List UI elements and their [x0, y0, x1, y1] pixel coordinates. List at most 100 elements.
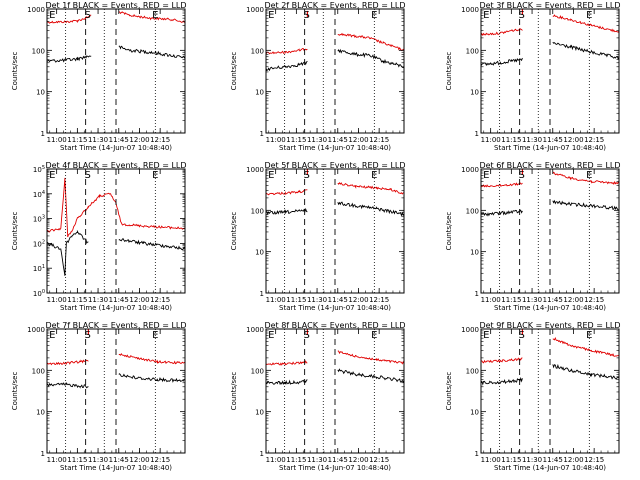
panel-title: Det 9f BLACK = Events, RED = LLD — [479, 321, 620, 330]
plot-frame — [480, 328, 620, 454]
panel-title: Det 7f BLACK = Events, RED = LLD — [45, 321, 186, 330]
series-group — [481, 9, 619, 67]
lld-series-line — [337, 32, 404, 51]
interval-marker-e: E — [483, 330, 489, 341]
interval-marker-e: E — [586, 170, 592, 181]
y-tick-label: 10 — [470, 409, 479, 417]
series-group — [266, 169, 404, 217]
y-tick-label: 10 — [255, 249, 264, 257]
y-tick-label: 1 — [260, 130, 264, 138]
lld-series-line — [47, 14, 92, 24]
lld-series-line — [47, 359, 89, 366]
y-tick-label: 1000 — [246, 166, 264, 174]
y-tick-label: 100 — [33, 289, 45, 298]
x-tick-label: 11:15 — [501, 456, 521, 464]
y-tick-label: 1000 — [461, 6, 479, 14]
lld-series-line — [266, 48, 308, 55]
events-series-line — [47, 381, 89, 389]
x-tick-label: 12:15 — [584, 136, 604, 144]
events-series-line — [47, 229, 89, 276]
events-series-line — [552, 363, 619, 380]
interval-marker-e: E — [371, 170, 377, 181]
x-tick-label: 11:30 — [88, 136, 108, 144]
interval-marker-e: E — [49, 330, 55, 341]
plot-frame — [46, 8, 186, 134]
events-series-line — [337, 48, 404, 69]
series-group — [47, 329, 185, 389]
events-series-line — [266, 379, 308, 386]
lld-series-line — [266, 189, 308, 196]
y-tick-label: 100 — [466, 367, 479, 375]
y-tick-label: 10 — [36, 89, 45, 97]
y-tick-label: 1 — [475, 450, 479, 458]
x-tick-label: 11:30 — [88, 296, 108, 304]
x-axis-label: Start Time (14-Jun-07 10:48:40) — [60, 464, 172, 472]
panel-title: Det 2f BLACK = Events, RED = LLD — [264, 1, 405, 10]
lld-series-line — [552, 171, 619, 185]
x-tick-label: 11:30 — [307, 456, 327, 464]
x-tick-label: 11:30 — [522, 456, 542, 464]
y-tick-label: 100 — [251, 207, 264, 215]
x-tick-label: 12:15 — [150, 136, 170, 144]
interval-marker-e: E — [268, 10, 274, 21]
x-tick-label: 12:00 — [348, 136, 368, 144]
interval-marker-e: E — [371, 330, 377, 341]
y-axis-label: Counts/sec — [11, 372, 19, 411]
x-tick-label: 11:15 — [67, 456, 87, 464]
y-tick-label: 1000 — [246, 6, 264, 14]
events-series-line — [481, 57, 523, 67]
y-axis-label: Counts/sec — [445, 372, 453, 411]
events-series-line — [266, 60, 308, 72]
plot-frame — [265, 328, 405, 454]
x-tick-label: 11:15 — [286, 296, 306, 304]
x-tick-label: 11:45 — [543, 296, 563, 304]
y-tick-label: 100 — [466, 207, 479, 215]
events-series-line — [481, 376, 523, 386]
y-tick-label: 100 — [32, 47, 45, 55]
x-tick-label: 12:15 — [584, 296, 604, 304]
x-tick-label: 12:00 — [129, 136, 149, 144]
x-tick-label: 11:00 — [266, 136, 286, 144]
panel-title: Det 3f BLACK = Events, RED = LLD — [479, 1, 620, 10]
x-tick-label: 11:15 — [67, 136, 87, 144]
x-tick-label: 11:00 — [47, 296, 67, 304]
interval-marker-s: S — [304, 330, 310, 341]
interval-marker-e: E — [586, 330, 592, 341]
lld-series-line — [481, 27, 523, 37]
panel-title: Det 4f BLACK = Events, RED = LLD — [45, 161, 186, 170]
x-tick-label: 12:00 — [563, 456, 583, 464]
lld-series-line — [266, 360, 308, 366]
x-tick-label: 12:15 — [369, 456, 389, 464]
y-tick-label: 10 — [36, 409, 45, 417]
events-series-line — [337, 201, 404, 217]
y-tick-label: 100 — [466, 47, 479, 55]
interval-marker-s: S — [519, 170, 525, 181]
y-axis-label: Counts/sec — [11, 52, 19, 91]
events-series-line — [481, 209, 523, 217]
y-tick-label: 10 — [255, 89, 264, 97]
lld-series-line — [47, 177, 185, 238]
plot-frame — [46, 328, 186, 454]
interval-marker-s: S — [519, 330, 525, 341]
x-tick-label: 11:00 — [47, 136, 67, 144]
lld-series-line — [481, 357, 523, 364]
x-tick-label: 11:45 — [109, 296, 129, 304]
x-axis-label: Start Time (14-Jun-07 10:48:40) — [494, 304, 606, 312]
x-tick-label: 11:15 — [286, 136, 306, 144]
y-tick-label: 1 — [41, 450, 45, 458]
y-tick-label: 1000 — [461, 326, 479, 334]
x-tick-label: 11:00 — [481, 296, 501, 304]
interval-marker-s: S — [85, 170, 91, 181]
interval-marker-e: E — [152, 330, 158, 341]
x-tick-label: 12:00 — [129, 456, 149, 464]
interval-marker-e: E — [371, 10, 377, 21]
y-axis-label: Counts/sec — [230, 212, 238, 251]
y-axis-label: Counts/sec — [230, 372, 238, 411]
x-tick-label: 11:30 — [522, 136, 542, 144]
y-tick-label: 104 — [33, 190, 45, 199]
